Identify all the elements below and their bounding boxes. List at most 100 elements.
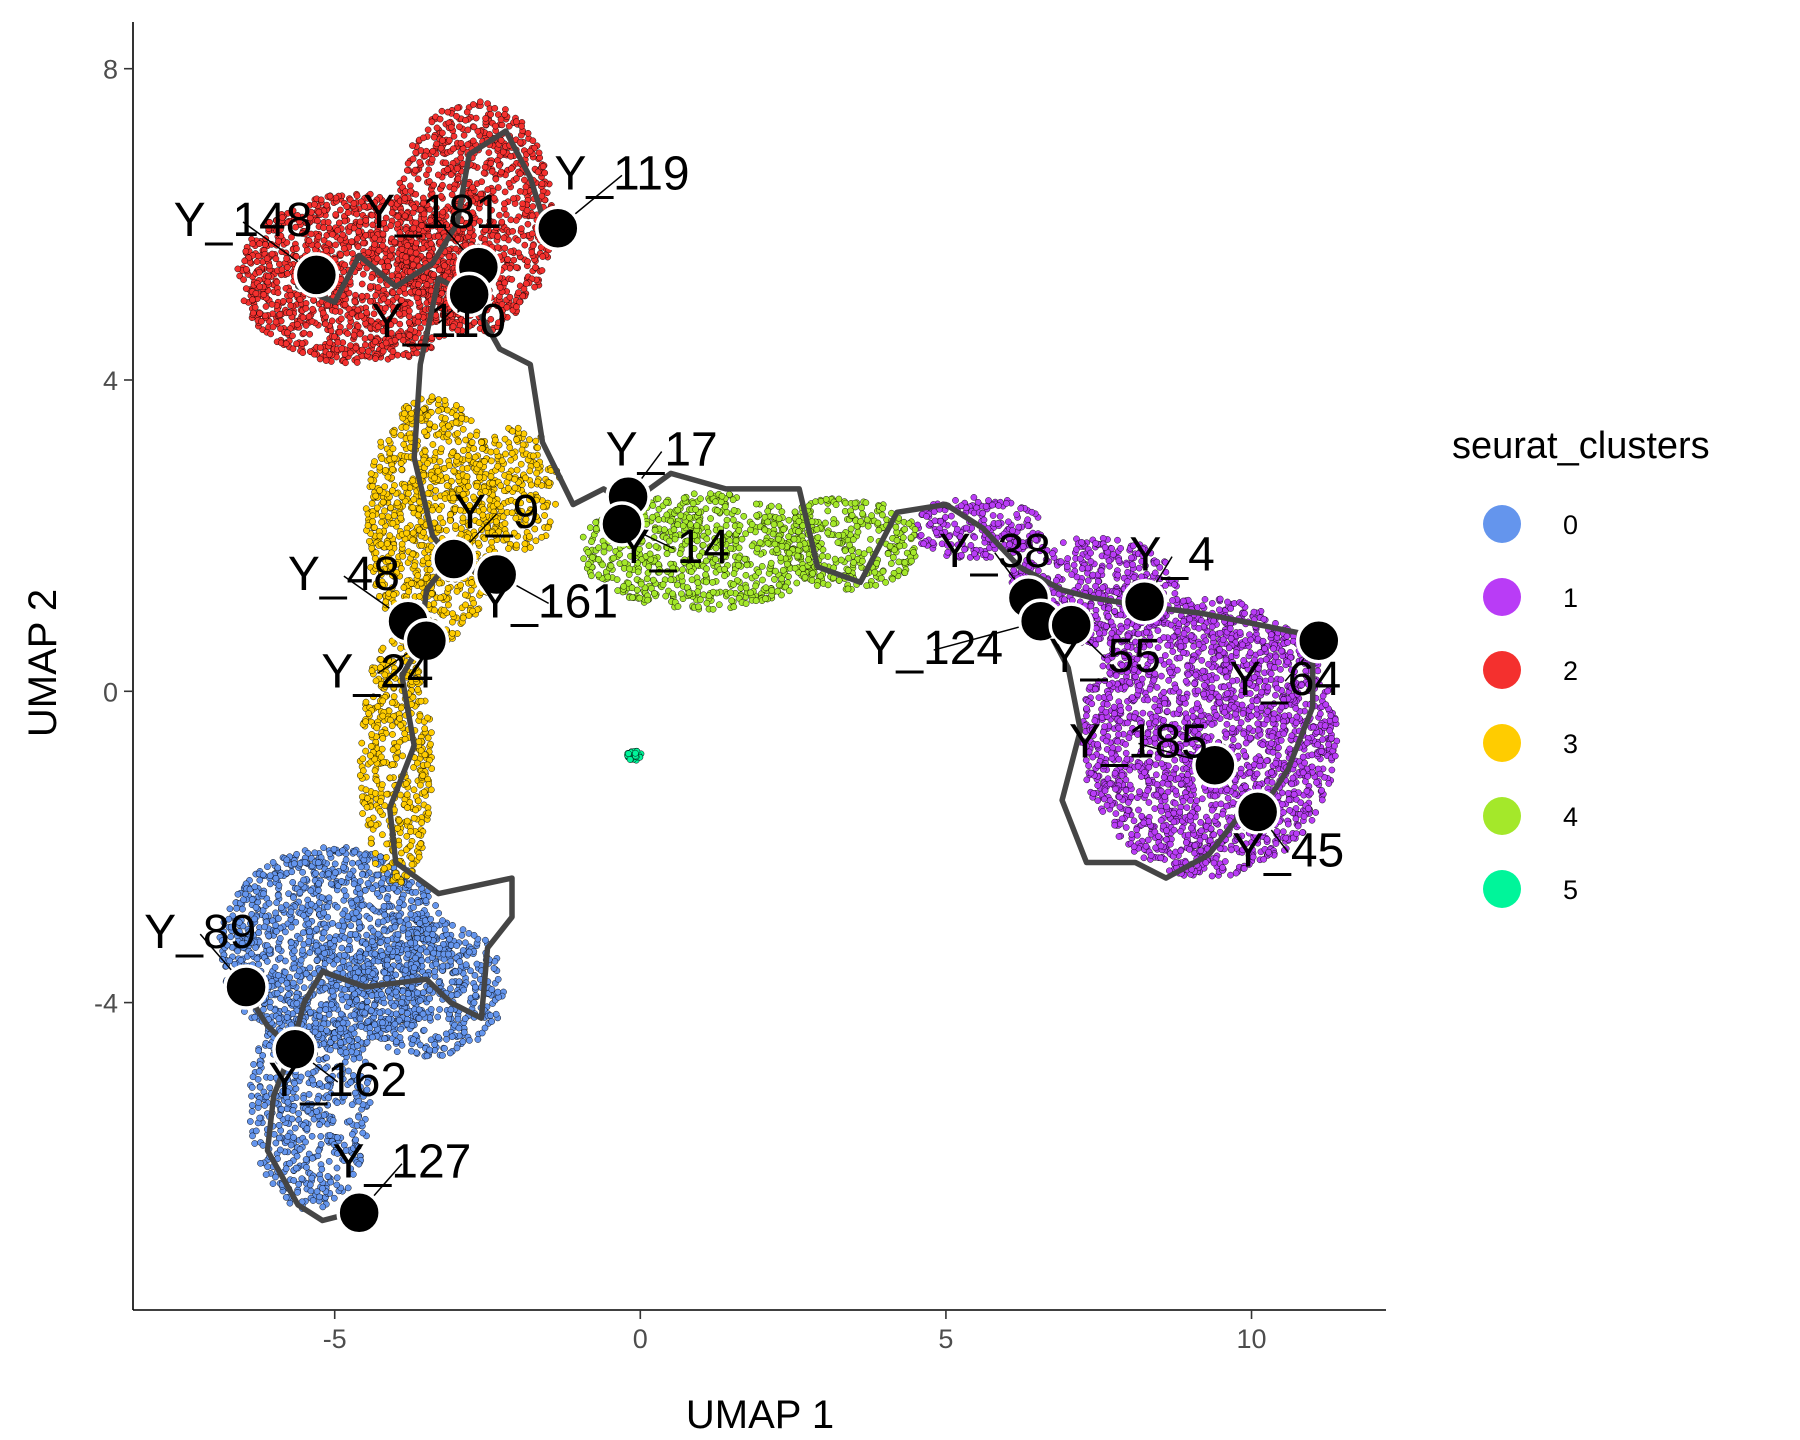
cell-point [275,881,283,889]
cell-point [1264,707,1271,715]
cell-point [1268,733,1276,740]
cell-point [385,945,393,953]
cell-point [427,1005,435,1013]
cell-point [284,1133,292,1140]
cell-point [1122,824,1130,831]
cell-point [381,969,388,977]
cell-point [1198,795,1206,803]
cell-point [1197,847,1205,854]
cell-point [414,989,421,997]
cell-point [1157,817,1165,824]
cell-point [447,985,454,992]
cell-point [1191,680,1198,687]
cell-point [1289,774,1297,782]
cell-point [1194,805,1202,812]
cell-point [1288,732,1296,740]
cell-point [254,1076,262,1083]
cell-point [304,1107,312,1114]
cell-point [1314,741,1321,749]
cell-point [300,984,308,992]
cell-point [1182,839,1190,846]
cell-point [383,961,391,969]
cell-point [1169,648,1177,655]
cell-point [1197,819,1205,826]
cell-point [1280,809,1287,816]
cell-point [392,988,400,996]
cell-point [1095,590,1103,597]
cell-point [1242,739,1250,747]
cell-point [398,1041,406,1049]
cell-point [1165,677,1173,684]
cell-point [1188,824,1195,832]
cell-point [1127,793,1135,801]
cell-point [307,900,315,908]
cell-point [376,1009,384,1017]
cell-point [427,915,435,923]
cell-point [1115,833,1123,840]
cell-point [333,903,341,911]
cell-point [296,935,304,943]
cell-point [1074,583,1082,590]
cell-point [1164,780,1172,788]
cell-point [1112,810,1120,817]
cell-point [240,896,247,904]
cell-point [1186,615,1194,623]
cell-point [288,868,296,876]
cell-point [305,920,313,928]
cell-point [452,968,459,975]
cell-point [311,1028,319,1036]
cell-point [286,1199,294,1207]
cell-point [339,847,346,855]
cell-point [303,1163,310,1171]
cell-point [1205,660,1212,668]
cell-point [1162,582,1169,589]
cell-point [273,928,280,935]
cell-point [313,1108,320,1115]
cell-point [1286,806,1293,814]
cell-point [1118,772,1126,779]
cell-point [330,845,338,853]
cell-point [312,870,320,877]
cell-point [1292,719,1300,727]
cell-point [472,991,479,999]
cell-point [383,975,391,982]
cell-point [1084,564,1092,572]
cell-point [1121,683,1129,691]
cell-point [412,888,420,896]
cell-point [1229,799,1237,806]
cell-point [358,902,366,909]
cell-point [1144,787,1152,794]
cell-point [472,983,479,991]
cell-point [343,993,351,1001]
cell-point [354,885,362,892]
cell-point [1208,872,1216,880]
cell-point [255,1047,262,1055]
cell-point [488,1018,496,1025]
cell-point [417,946,424,954]
cell-point [420,1026,428,1034]
cell-point [1268,779,1276,786]
cell-point [488,986,496,993]
cell-point [1099,534,1107,542]
cell-point [288,1115,296,1123]
cell-point [1199,602,1206,610]
cell-point [1331,716,1339,723]
cell-point [423,1052,431,1060]
cell-point [1097,567,1105,575]
cell-point [1180,597,1187,605]
cell-point [1165,658,1173,666]
cell-point [255,1068,263,1075]
cell-point [278,1105,285,1113]
cell-point [402,966,410,974]
cell-point [1325,780,1333,787]
cell-point [1110,703,1118,711]
cell-point [295,1110,303,1117]
cell-point [1331,742,1338,750]
cell-point [1095,694,1103,701]
cell-point [1068,571,1076,578]
cell-point [1136,788,1143,795]
cell-point [282,1194,290,1201]
cell-point [362,940,370,948]
cell-point [1184,671,1192,679]
cell-point [324,1173,332,1180]
